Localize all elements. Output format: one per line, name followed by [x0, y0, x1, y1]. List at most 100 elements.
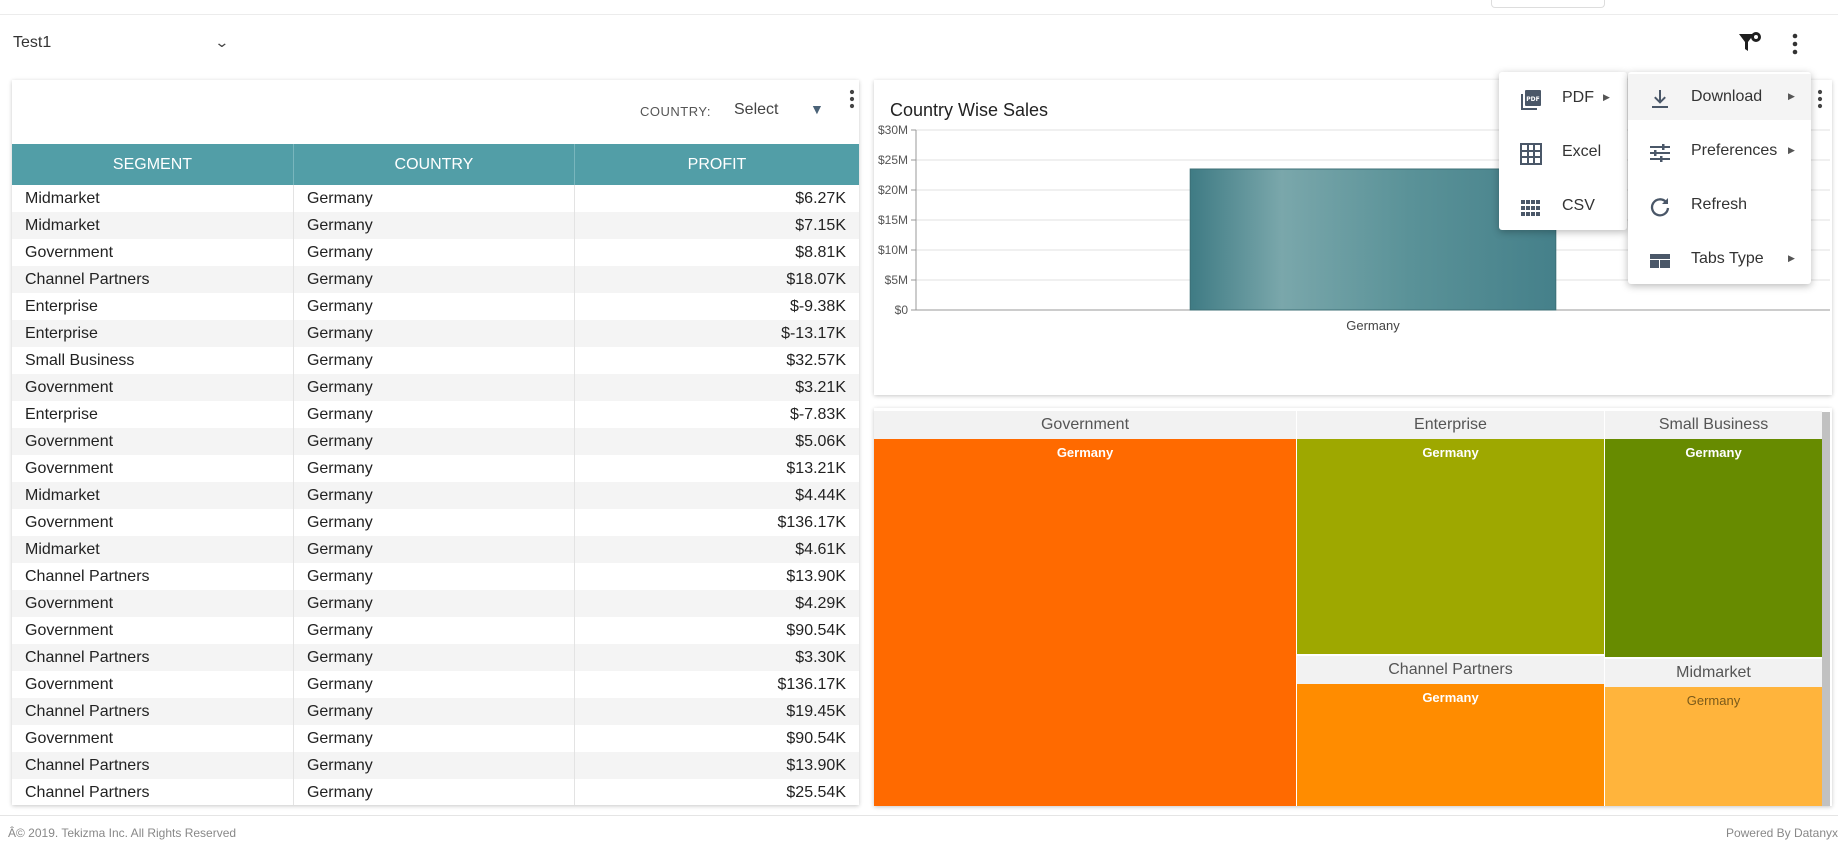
- treemap-group-midmarket[interactable]: Midmarket: [1605, 659, 1822, 687]
- table-row[interactable]: Enterprise Germany $-7.83K: [12, 401, 859, 428]
- profit-cell: $7.15K: [574, 212, 859, 239]
- column-header-segment[interactable]: SEGMENT: [12, 144, 294, 185]
- country-cell: Germany: [293, 779, 575, 805]
- table-row[interactable]: Government Germany $4.29K: [12, 590, 859, 617]
- country-cell: Germany: [293, 347, 575, 374]
- y-tick-label: $30M: [878, 123, 908, 137]
- treemap-group-enterprise[interactable]: Enterprise: [1297, 411, 1604, 439]
- country-cell: Germany: [293, 374, 575, 401]
- dashboard-selector[interactable]: Test1: [13, 34, 52, 51]
- table-row[interactable]: Channel Partners Germany $13.90K: [12, 752, 859, 779]
- column-header-profit[interactable]: PROFIT: [574, 144, 859, 185]
- profit-cell: $32.57K: [786, 351, 846, 369]
- more-options-icon[interactable]: [1787, 32, 1803, 56]
- country-cell: Germany: [293, 185, 575, 212]
- profit-cell: $8.81K: [795, 243, 846, 261]
- segment-cell: Government: [12, 509, 294, 536]
- table-row[interactable]: Midmarket Germany $7.15K: [12, 212, 859, 239]
- country-cell: Germany: [293, 563, 575, 590]
- country-cell: Germany: [293, 752, 575, 779]
- menu-item-tabs-type[interactable]: Tabs Type ▶: [1628, 236, 1811, 282]
- table-row[interactable]: Government Germany $136.17K: [12, 509, 859, 536]
- treemap-cell-channel-partners[interactable]: Germany: [1297, 684, 1604, 806]
- treemap-cell-government[interactable]: Germany: [874, 439, 1296, 806]
- segment-cell: Government: [12, 455, 294, 482]
- column-header-country[interactable]: COUNTRY: [293, 144, 575, 185]
- country-cell: Germany: [293, 320, 575, 347]
- table-row[interactable]: Government Germany $90.54K: [12, 617, 859, 644]
- table-row[interactable]: Government Germany $136.17K: [12, 671, 859, 698]
- y-tick-label: $10M: [878, 243, 908, 257]
- menu-item-pdf[interactable]: PDF PDF ▶: [1499, 75, 1627, 121]
- copyright-text: Â© 2019. Tekizma Inc. All Rights Reserve…: [8, 826, 237, 840]
- treemap-cell-small-business[interactable]: Germany: [1605, 439, 1822, 657]
- y-tick-label: $5M: [885, 273, 908, 287]
- treemap-cell-label: Germany: [1422, 690, 1479, 705]
- table-row[interactable]: Enterprise Germany $-13.17K: [12, 320, 859, 347]
- menu-item-label: Preferences: [1691, 142, 1778, 159]
- treemap-cell-midmarket[interactable]: Germany: [1605, 687, 1822, 806]
- data-table: SEGMENT COUNTRY PROFIT Midmarket Germany $…: [12, 144, 859, 805]
- profit-cell: $6.27K: [795, 189, 846, 207]
- treemap-cell-label: Germany: [1056, 445, 1114, 460]
- treemap-group-channel-partners[interactable]: Channel Partners: [1297, 656, 1604, 684]
- menu-item-csv[interactable]: CSV: [1499, 183, 1627, 229]
- segment-cell: Government: [12, 725, 294, 752]
- menu-item-excel[interactable]: Excel: [1499, 129, 1627, 175]
- table-row[interactable]: Channel Partners Germany $13.90K: [12, 563, 859, 590]
- table-row[interactable]: Channel Partners Germany $18.07K: [12, 266, 859, 293]
- country-filter-label: COUNTRY:: [640, 104, 711, 119]
- download-submenu: PDF PDF ▶ Excel CSV: [1499, 72, 1627, 230]
- menu-item-download[interactable]: Download ▶: [1628, 74, 1811, 120]
- table-row[interactable]: Government Germany $13.21K: [12, 455, 859, 482]
- footer: Â© 2019. Tekizma Inc. All Rights Reserve…: [0, 815, 1838, 846]
- treemap-group-government[interactable]: Government: [874, 411, 1296, 439]
- menu-item-refresh[interactable]: Refresh: [1628, 182, 1811, 228]
- segment-cell: Midmarket: [12, 185, 294, 212]
- caret-right-icon: ▶: [1603, 92, 1610, 102]
- menu-item-preferences[interactable]: Preferences ▶: [1628, 128, 1811, 174]
- menu-item-label: Download: [1691, 88, 1763, 105]
- table-row[interactable]: Channel Partners Germany $3.30K: [12, 644, 859, 671]
- profit-cell: $13.90K: [574, 752, 859, 779]
- table-row[interactable]: Enterprise Germany $-9.38K: [12, 293, 859, 320]
- table-row[interactable]: Small Business Germany $32.57K: [12, 347, 859, 374]
- table-row[interactable]: Channel Partners Germany $25.54K: [12, 779, 859, 805]
- segment-cell: Enterprise: [12, 320, 294, 347]
- treemap-scrollbar[interactable]: [1822, 412, 1830, 806]
- country-cell: Germany: [293, 293, 575, 320]
- menu-item-label: CSV: [1562, 197, 1595, 214]
- country-select[interactable]: Select: [734, 101, 779, 118]
- segment-cell: Midmarket: [12, 482, 294, 509]
- download-icon: [1648, 87, 1672, 111]
- country-cell: Germany: [293, 590, 575, 617]
- table-row[interactable]: Government Germany $90.54K: [12, 725, 859, 752]
- dropdown-arrow-icon[interactable]: ▼: [810, 101, 824, 117]
- filter-settings-icon[interactable]: [1737, 30, 1763, 56]
- table-row[interactable]: Channel Partners Germany $19.45K: [12, 698, 859, 725]
- table-row[interactable]: Midmarket Germany $6.27K: [12, 185, 859, 212]
- treemap-cell-enterprise[interactable]: Germany: [1297, 439, 1604, 654]
- segment-cell: Channel Partners: [12, 698, 294, 725]
- table-row[interactable]: Midmarket Germany $4.61K: [12, 536, 859, 563]
- x-tick-label: Germany: [1346, 318, 1400, 333]
- profit-cell: $-13.17K: [574, 320, 859, 347]
- svg-text:PDF: PDF: [1526, 96, 1539, 103]
- chevron-down-icon[interactable]: ⌄: [214, 34, 230, 50]
- table-row[interactable]: Government Germany $8.81K: [12, 239, 859, 266]
- segment-cell: Midmarket: [12, 212, 294, 239]
- profit-cell: $3.30K: [574, 644, 859, 671]
- profit-cell: $4.29K: [574, 590, 859, 617]
- chart-menu-icon[interactable]: [1814, 88, 1826, 110]
- menu-item-label: Refresh: [1691, 196, 1748, 213]
- widget-menu-icon[interactable]: [846, 88, 858, 110]
- bar-germany[interactable]: [1189, 168, 1557, 311]
- table-row[interactable]: Government Germany $3.21K: [12, 374, 859, 401]
- country-cell: Germany: [293, 401, 575, 428]
- grid-icon: [1519, 142, 1543, 166]
- treemap-group-small-business[interactable]: Small Business: [1605, 411, 1822, 439]
- country-cell: Germany: [293, 509, 575, 536]
- top-bar-control[interactable]: [1491, 0, 1605, 8]
- table-row[interactable]: Midmarket Germany $4.44K: [12, 482, 859, 509]
- table-row[interactable]: Government Germany $5.06K: [12, 428, 859, 455]
